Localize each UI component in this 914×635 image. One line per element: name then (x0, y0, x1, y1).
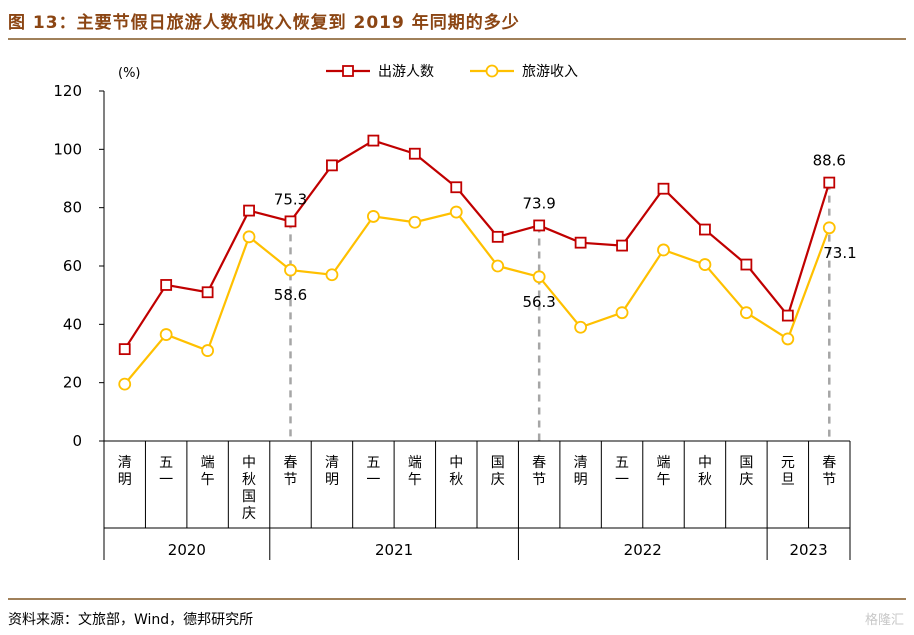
data-label: 58.6 (274, 286, 307, 304)
legend-marker-square (342, 65, 354, 77)
data-point-square (160, 279, 173, 291)
y-tick-label: 20 (63, 374, 82, 392)
data-point-circle (491, 259, 505, 273)
data-point-square (823, 176, 836, 189)
data-point-circle (532, 270, 546, 284)
y-unit-label: (%) (118, 66, 141, 81)
data-point-square (408, 147, 421, 160)
x-tick-label: 国庆 (739, 455, 753, 488)
x-tick-label: 中秋国庆 (242, 455, 256, 522)
series-line-1 (123, 139, 831, 350)
x-tick-label: 端午 (408, 455, 422, 488)
data-point-circle (615, 306, 629, 320)
data-point-circle (781, 332, 795, 346)
data-point-circle (325, 268, 339, 282)
legend-label: 旅游收入 (522, 64, 578, 80)
data-point-circle (657, 243, 670, 257)
data-point-square (118, 343, 131, 356)
data-point-circle (366, 210, 380, 223)
y-tick-label: 100 (53, 140, 82, 158)
data-label: 88.6 (813, 152, 846, 170)
watermark-text: 格隆汇 (864, 613, 904, 628)
data-point-circle (284, 263, 297, 277)
x-tick-label: 五一 (366, 455, 380, 488)
source-note: 资料来源：文旅部，Wind，德邦研究所 (8, 612, 254, 628)
x-tick-label: 清明 (118, 455, 132, 488)
x-tick-label: 清明 (574, 455, 588, 488)
x-tick-label: 国庆 (491, 455, 505, 488)
x-tick-label: 中秋 (449, 455, 463, 488)
data-point-square (491, 230, 504, 243)
legend-label: 出游人数 (378, 64, 434, 80)
y-tick-label: 120 (53, 82, 82, 100)
figure-title: 图 13：主要节假日旅游人数和收入恢复到 2019 年同期的多少 (8, 13, 520, 33)
x-year-label: 2022 (624, 541, 662, 559)
data-point-square (781, 309, 794, 322)
data-point-circle (408, 215, 422, 229)
y-tick-label: 40 (63, 315, 82, 333)
legend-marker-circle (485, 64, 499, 78)
x-year-label: 2023 (789, 541, 827, 559)
data-point-square (450, 181, 463, 194)
y-tick-label: 0 (72, 432, 82, 450)
data-point-circle (159, 328, 173, 341)
x-tick-label: 端午 (201, 455, 215, 488)
data-point-circle (449, 205, 463, 219)
x-tick-label: 端午 (657, 455, 671, 488)
data-point-square (367, 134, 380, 147)
data-point-circle (201, 344, 215, 357)
x-tick-label: 春节 (822, 455, 836, 488)
source-rule (8, 598, 906, 600)
data-point-square (326, 159, 338, 172)
data-point-square (533, 219, 546, 232)
data-point-square (574, 236, 587, 249)
x-tick-label: 五一 (159, 455, 173, 488)
data-point-square (740, 258, 753, 271)
x-tick-label: 春节 (284, 455, 298, 488)
x-tick-label: 春节 (532, 455, 546, 488)
data-point-circle (242, 230, 256, 244)
x-tick-label: 五一 (615, 455, 629, 488)
data-label: 73.9 (522, 194, 555, 212)
data-point-circle (739, 306, 753, 320)
x-tick-label: 中秋 (698, 455, 712, 488)
data-point-circle (574, 320, 588, 334)
data-point-square (699, 223, 711, 236)
data-point-square (657, 182, 670, 195)
data-point-circle (118, 377, 132, 391)
y-tick-label: 80 (63, 199, 82, 217)
data-point-circle (698, 258, 712, 271)
x-tick-label: 清明 (325, 455, 339, 488)
data-point-square (284, 215, 297, 228)
x-tick-label: 元旦 (781, 455, 795, 488)
series-line-2 (123, 210, 831, 385)
data-label: 75.3 (274, 190, 307, 208)
data-label: 73.1 (823, 244, 856, 262)
title-rule (8, 38, 906, 40)
data-point-square (243, 204, 255, 217)
data-label: 56.3 (522, 293, 555, 311)
data-point-square (616, 239, 628, 252)
data-point-circle (822, 221, 836, 235)
y-tick-label: 60 (63, 257, 82, 275)
x-year-label: 2021 (375, 541, 413, 559)
data-point-square (201, 286, 214, 299)
x-year-label: 2020 (168, 541, 206, 559)
